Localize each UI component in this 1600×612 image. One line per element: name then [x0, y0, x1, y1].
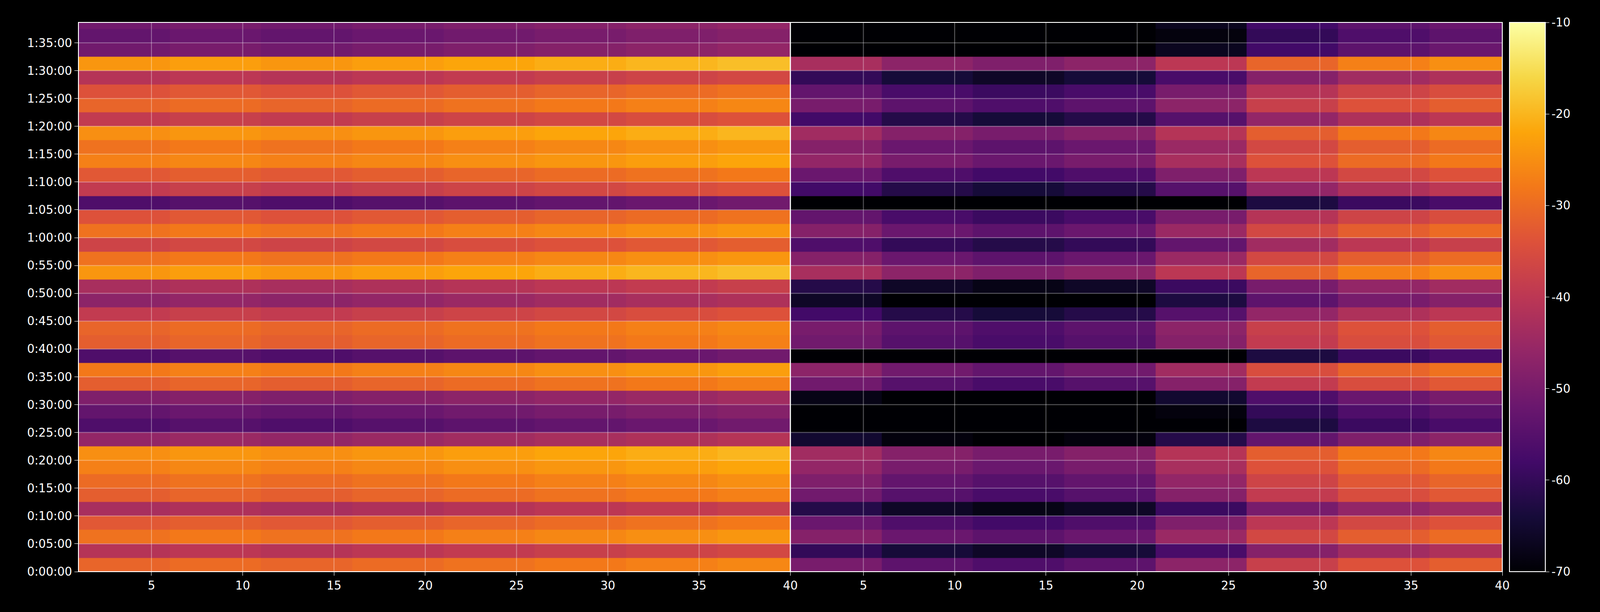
svg-text:-30: -30 [1551, 198, 1571, 212]
svg-text:30: 30 [600, 578, 616, 593]
svg-text:25: 25 [1220, 578, 1236, 593]
svg-text:0:10:00: 0:10:00 [27, 509, 73, 523]
svg-text:20: 20 [1129, 578, 1145, 593]
svg-text:0:35:00: 0:35:00 [27, 370, 73, 384]
svg-text:0:00:00: 0:00:00 [27, 564, 73, 579]
svg-text:1:30:00: 1:30:00 [27, 64, 73, 78]
svg-text:1:10:00: 1:10:00 [27, 175, 73, 189]
svg-text:0:40:00: 0:40:00 [27, 341, 73, 356]
svg-text:-40: -40 [1551, 290, 1571, 304]
svg-text:0:50:00: 0:50:00 [27, 286, 73, 300]
svg-text:1:35:00: 1:35:00 [27, 36, 73, 50]
svg-text:15: 15 [1038, 578, 1054, 593]
svg-text:-60: -60 [1551, 473, 1571, 487]
svg-text:10: 10 [235, 578, 251, 593]
svg-text:0:05:00: 0:05:00 [27, 536, 73, 551]
svg-text:15: 15 [326, 578, 342, 593]
svg-text:0:30:00: 0:30:00 [27, 397, 73, 412]
svg-text:10: 10 [947, 578, 963, 593]
svg-text:35: 35 [1403, 578, 1419, 593]
svg-text:40: 40 [1494, 578, 1510, 593]
svg-text:-20: -20 [1551, 107, 1571, 121]
svg-text:0:20:00: 0:20:00 [27, 453, 73, 468]
svg-text:0:15:00: 0:15:00 [27, 481, 73, 495]
svg-text:40: 40 [782, 578, 798, 593]
svg-text:1:20:00: 1:20:00 [27, 119, 73, 134]
svg-text:20: 20 [417, 578, 433, 593]
svg-text:-50: -50 [1551, 381, 1571, 396]
svg-text:0:55:00: 0:55:00 [27, 258, 73, 273]
svg-text:1:05:00: 1:05:00 [27, 203, 73, 217]
svg-text:1:25:00: 1:25:00 [27, 91, 73, 106]
svg-text:5: 5 [859, 578, 868, 593]
svg-text:1:00:00: 1:00:00 [27, 230, 73, 245]
svg-text:35: 35 [691, 578, 707, 593]
svg-text:-70: -70 [1551, 564, 1571, 579]
svg-text:0:25:00: 0:25:00 [27, 425, 73, 440]
svg-text:0:45:00: 0:45:00 [27, 314, 73, 328]
svg-text:30: 30 [1312, 578, 1328, 593]
svg-text:-10: -10 [1551, 15, 1571, 30]
svg-text:5: 5 [147, 578, 156, 593]
svg-text:1:15:00: 1:15:00 [27, 147, 73, 161]
svg-text:25: 25 [509, 578, 524, 593]
